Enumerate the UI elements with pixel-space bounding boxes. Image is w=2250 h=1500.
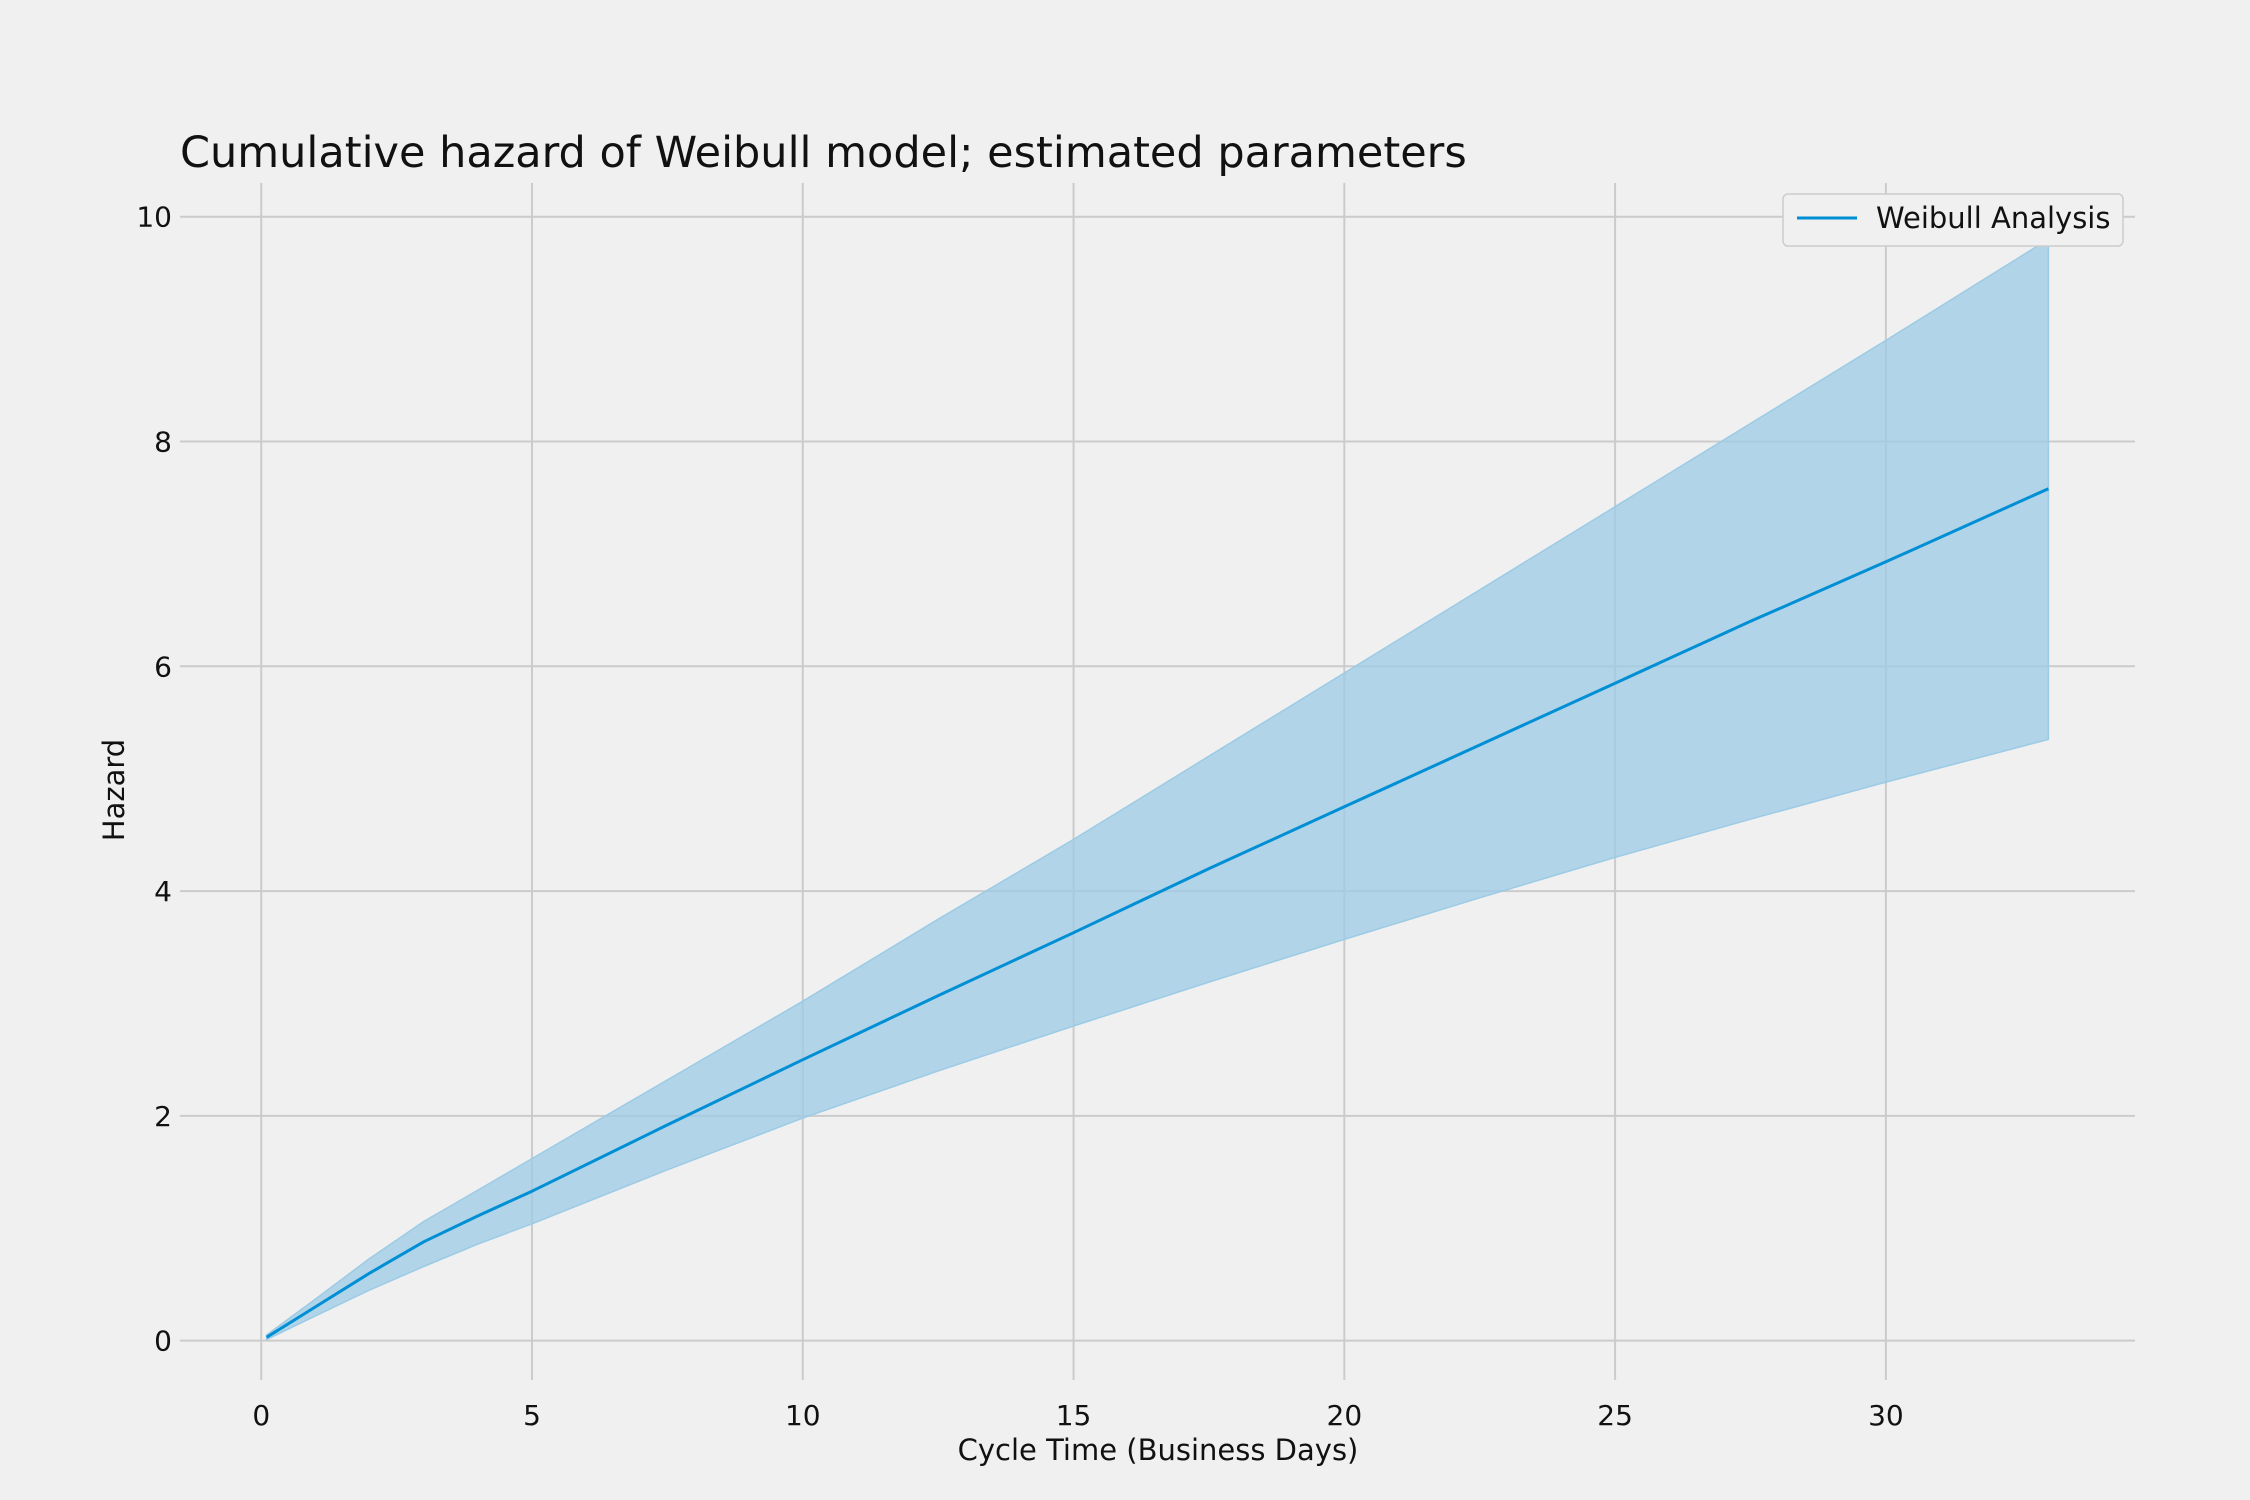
x-tick-label: 15 [1056, 1399, 1092, 1432]
y-tick-label: 6 [154, 650, 172, 683]
y-tick-label: 10 [136, 201, 172, 234]
confidence-band [265, 237, 2050, 1341]
x-axis-label: Cycle Time (Business Days) [958, 1433, 1359, 1467]
series-line-layer [265, 487, 2050, 1339]
legend-label: Weibull Analysis [1876, 201, 2110, 235]
legend-box [1782, 193, 2124, 247]
y-tick-labels: 0 2 4 6 8 10 [136, 201, 172, 1358]
x-tick-label: 10 [785, 1399, 821, 1432]
x-tick-label: 25 [1597, 1399, 1633, 1432]
y-axis-label: Hazard [97, 739, 131, 841]
y-tick-label: 4 [154, 875, 172, 908]
chart-title: Cumulative hazard of Weibull model; esti… [180, 128, 1467, 178]
x-tick-labels: 0 5 10 15 20 25 30 [252, 1399, 1903, 1432]
x-tick-label: 0 [252, 1399, 270, 1432]
confidence-band-layer [265, 237, 2050, 1341]
x-tick-label: 20 [1327, 1399, 1363, 1432]
legend: Weibull Analysis [1782, 193, 2124, 247]
x-tick-label: 30 [1868, 1399, 1904, 1432]
y-tick-label: 0 [154, 1325, 172, 1358]
y-tick-label: 8 [154, 426, 172, 459]
y-tick-label: 2 [154, 1100, 172, 1133]
series-line [265, 487, 2050, 1339]
x-tick-label: 5 [523, 1399, 541, 1432]
